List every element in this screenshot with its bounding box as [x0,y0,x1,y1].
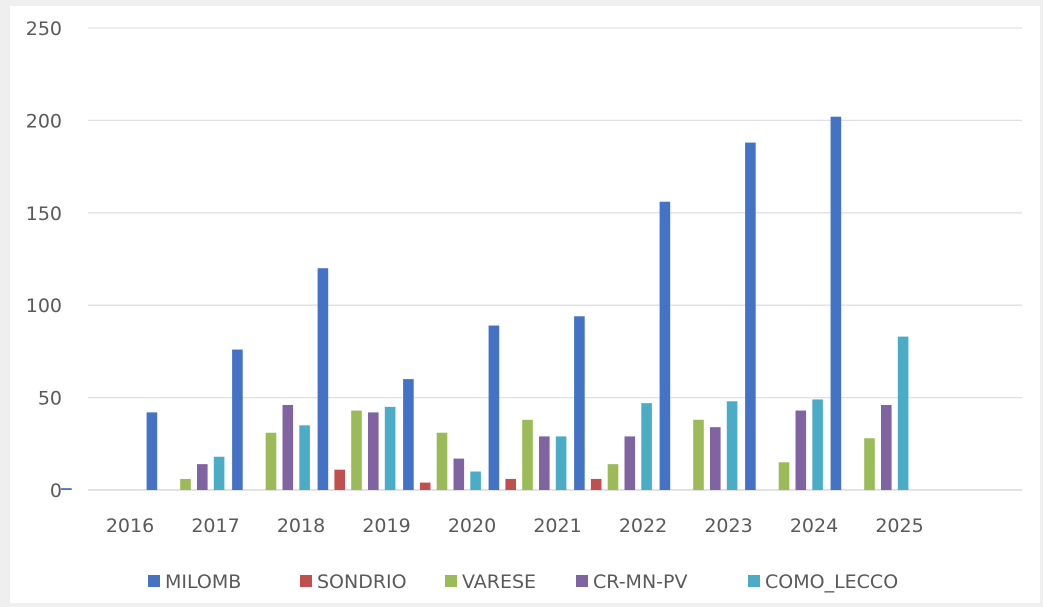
bar [351,410,362,490]
bar [539,436,550,490]
y-tick-label: 250 [26,18,62,40]
bar [726,401,738,490]
bar [745,142,756,491]
bar [180,478,191,490]
bar [897,336,909,490]
y-tick-label: 150 [26,203,62,225]
bar [864,438,875,490]
x-tick-label: 2021 [533,515,581,537]
legend-swatch [300,575,312,587]
bar [710,427,721,490]
bar [574,316,585,490]
y-tick-label: 0 [50,480,62,502]
y-tick-label: 100 [26,295,62,317]
bar [299,425,310,490]
legend-label: COMO_LECCO [765,571,898,593]
bar [334,469,345,490]
bar [505,478,516,490]
bar [197,464,208,490]
bar [61,488,72,490]
bar [795,410,807,490]
bar [403,379,414,490]
bar [881,404,892,490]
legend-label: VARESE [462,571,536,593]
bar [590,478,602,490]
x-tick-label: 2018 [277,515,325,537]
x-tick-label: 2020 [448,515,496,537]
y-tick-label: 50 [38,388,62,410]
legend-swatch [576,575,588,587]
x-tick-label: 2022 [619,515,667,537]
legend-swatch [748,575,760,587]
bar [470,471,481,490]
legend-label: MILOMB [165,571,241,593]
bar [830,116,842,490]
bar [453,458,465,490]
bar [641,403,652,490]
x-tick-label: 2019 [362,515,410,537]
bar [607,464,619,490]
x-tick-label: 2017 [191,515,239,537]
bar [317,268,329,490]
legend-label: CR-MN-PV [593,571,687,593]
bar [812,399,823,490]
bar [384,406,396,490]
x-tick-label: 2016 [106,515,154,537]
bar [693,419,704,490]
x-tick-label: 2025 [875,515,923,537]
bar [213,456,225,490]
legend-label: SONDRIO [317,571,407,593]
chart-panel [10,6,1040,603]
bar [659,201,671,490]
bar [146,412,158,490]
bar [555,436,567,490]
bar [624,436,636,490]
legend-swatch [445,575,457,587]
bar [436,432,448,490]
bar [368,412,379,490]
bar [265,432,277,490]
bar [522,419,533,490]
y-tick-label: 200 [26,110,62,132]
bar [778,462,790,490]
x-tick-label: 2023 [704,515,752,537]
legend-swatch [148,575,160,587]
bar [419,482,431,490]
bar [232,349,243,490]
bar [282,404,294,490]
x-tick-label: 2024 [790,515,838,537]
bar [488,325,500,490]
